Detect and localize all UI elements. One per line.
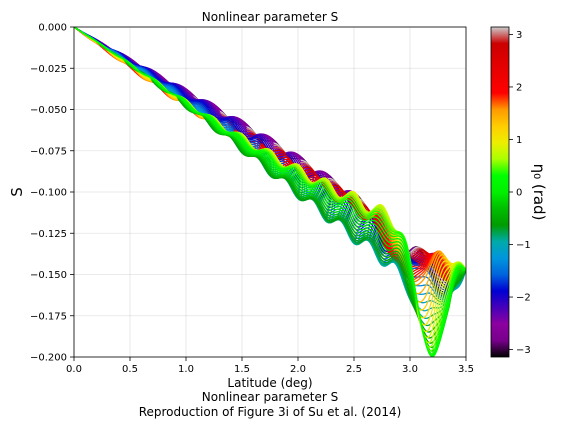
series-curves	[74, 27, 466, 357]
colorbar-tick-label-4: 1	[516, 135, 522, 146]
y-tick-label-2: −0.050	[30, 105, 67, 116]
colorbar-label: η₀ (rad)	[530, 164, 548, 221]
x-axis: 0.0 0.5 1.0 1.5 2.0 2.5 3.0 3.5	[66, 357, 474, 375]
x-tick-label-2: 1.0	[178, 364, 194, 375]
y-tick-label-8: −0.200	[30, 353, 67, 364]
x-tick-label-7: 3.5	[458, 364, 474, 375]
colorbar	[490, 26, 510, 358]
x-tick-label-6: 3.0	[402, 364, 418, 375]
x-axis-label: Latitude (deg)	[227, 376, 312, 390]
colorbar-ticks: −3 −2 −1 0 1 2 3	[509, 30, 531, 356]
x-tick-label-0: 0.0	[66, 364, 82, 375]
caption-line-1: Nonlinear parameter S	[202, 390, 338, 404]
x-tick-label-5: 2.5	[346, 364, 362, 375]
colorbar-tick-label-1: −2	[516, 293, 531, 304]
y-tick-label-3: −0.075	[30, 146, 67, 157]
series-line-32	[74, 27, 466, 357]
plot-area	[74, 27, 466, 357]
colorbar-tick-label-3: 0	[516, 188, 522, 199]
y-tick-label-5: −0.125	[30, 229, 67, 240]
colorbar-tick-label-6: 3	[516, 30, 522, 41]
y-axis-label: S	[8, 187, 26, 197]
y-axis: 0.000 −0.025 −0.050 −0.075 −0.100 −0.125 −0.15…	[30, 23, 74, 364]
y-tick-label-6: −0.150	[30, 270, 67, 281]
colorbar-tick-label-2: −1	[516, 240, 531, 251]
colorbar-tick-label-5: 2	[516, 82, 522, 93]
y-tick-label-4: −0.100	[30, 188, 67, 199]
x-tick-label-1: 0.5	[122, 364, 138, 375]
x-tick-label-4: 2.0	[290, 364, 306, 375]
colorbar-tick-label-0: −3	[516, 345, 531, 356]
y-tick-label-1: −0.025	[30, 64, 67, 75]
chart-title: Nonlinear parameter S	[202, 10, 338, 24]
caption-line-2: Reproduction of Figure 3i of Su et al. (…	[139, 405, 402, 419]
x-tick-label-3: 1.5	[234, 364, 250, 375]
y-tick-label-0: 0.000	[38, 23, 67, 34]
y-tick-label-7: −0.175	[30, 311, 67, 322]
